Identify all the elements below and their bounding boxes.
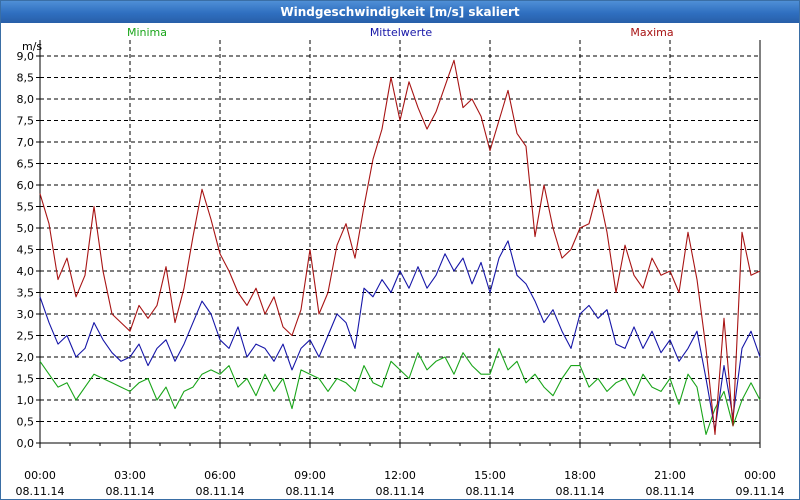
y-tick-label: 4,5 <box>17 244 35 257</box>
y-tick-label: 5,0 <box>17 222 35 235</box>
x-tick-date: 08.11.14 <box>556 485 605 498</box>
x-tick-date: 08.11.14 <box>106 485 155 498</box>
y-tick-label: 0,5 <box>17 416 35 429</box>
y-tick-label: 1,5 <box>17 373 35 386</box>
x-tick-time: 00:00 <box>744 469 776 482</box>
series-line-mittelwerte <box>39 240 761 431</box>
x-tick-time: 15:00 <box>474 469 506 482</box>
x-tick-date: 08.11.14 <box>466 485 515 498</box>
y-tick-label: 1,0 <box>17 394 35 407</box>
x-tick-date: 08.11.14 <box>286 485 335 498</box>
y-tick-label: 3,0 <box>17 308 35 321</box>
y-tick-label: 8,5 <box>17 72 35 85</box>
y-tick-label: 6,5 <box>17 158 35 171</box>
x-tick-time: 03:00 <box>114 469 146 482</box>
legend-minima: Minima <box>127 26 167 39</box>
y-tick-labels: 0,0 0,5 1,0 1,5 2,0 2,5 3,0 3,5 4,0 4,5 5,0 5,5 6,0 6… <box>17 50 35 450</box>
x-tick-time: 18:00 <box>564 469 596 482</box>
y-tick-label: 7,0 <box>17 136 35 149</box>
y-tick-label: 0,0 <box>17 437 35 450</box>
legend-maxima: Maxima <box>630 26 673 39</box>
axes <box>36 40 761 448</box>
y-tick-label: 9,0 <box>17 50 35 63</box>
x-tick-labels: 00:00 08.11.14 03:00 08.11.14 06:00 08.11.14 0… <box>16 469 785 498</box>
y-tick-label: 4,0 <box>17 265 35 278</box>
x-tick-date: 08.11.14 <box>646 485 695 498</box>
y-tick-label: 2,0 <box>17 351 35 364</box>
legend: Minima Mittelwerte Maxima <box>127 26 674 39</box>
x-tick-time: 09:00 <box>294 469 326 482</box>
series-lines <box>39 59 761 435</box>
y-tick-label: 3,5 <box>17 287 35 300</box>
y-tick-label: 8,0 <box>17 93 35 106</box>
series-line-minima <box>39 347 761 435</box>
x-tick-date: 08.11.14 <box>196 485 245 498</box>
x-tick-time: 06:00 <box>204 469 236 482</box>
x-tick-time: 12:00 <box>384 469 416 482</box>
x-tick-date: 08.11.14 <box>16 485 65 498</box>
window-title: Windgeschwindigkeit [m/s] skaliert <box>1 1 799 23</box>
x-tick-date: 09.11.14 <box>736 485 785 498</box>
legend-mittelwerte: Mittelwerte <box>370 26 433 39</box>
y-tick-label: 5,5 <box>17 201 35 214</box>
grid-lines <box>40 40 760 444</box>
series-line-maxima <box>39 59 761 435</box>
y-tick-label: 7,5 <box>17 115 35 128</box>
y-axis-unit: m/s <box>22 40 42 53</box>
y-tick-label: 2,5 <box>17 330 35 343</box>
y-tick-label: 6,0 <box>17 179 35 192</box>
x-tick-date: 08.11.14 <box>376 485 425 498</box>
x-tick-time: 00:00 <box>24 469 56 482</box>
x-tick-time: 21:00 <box>654 469 686 482</box>
